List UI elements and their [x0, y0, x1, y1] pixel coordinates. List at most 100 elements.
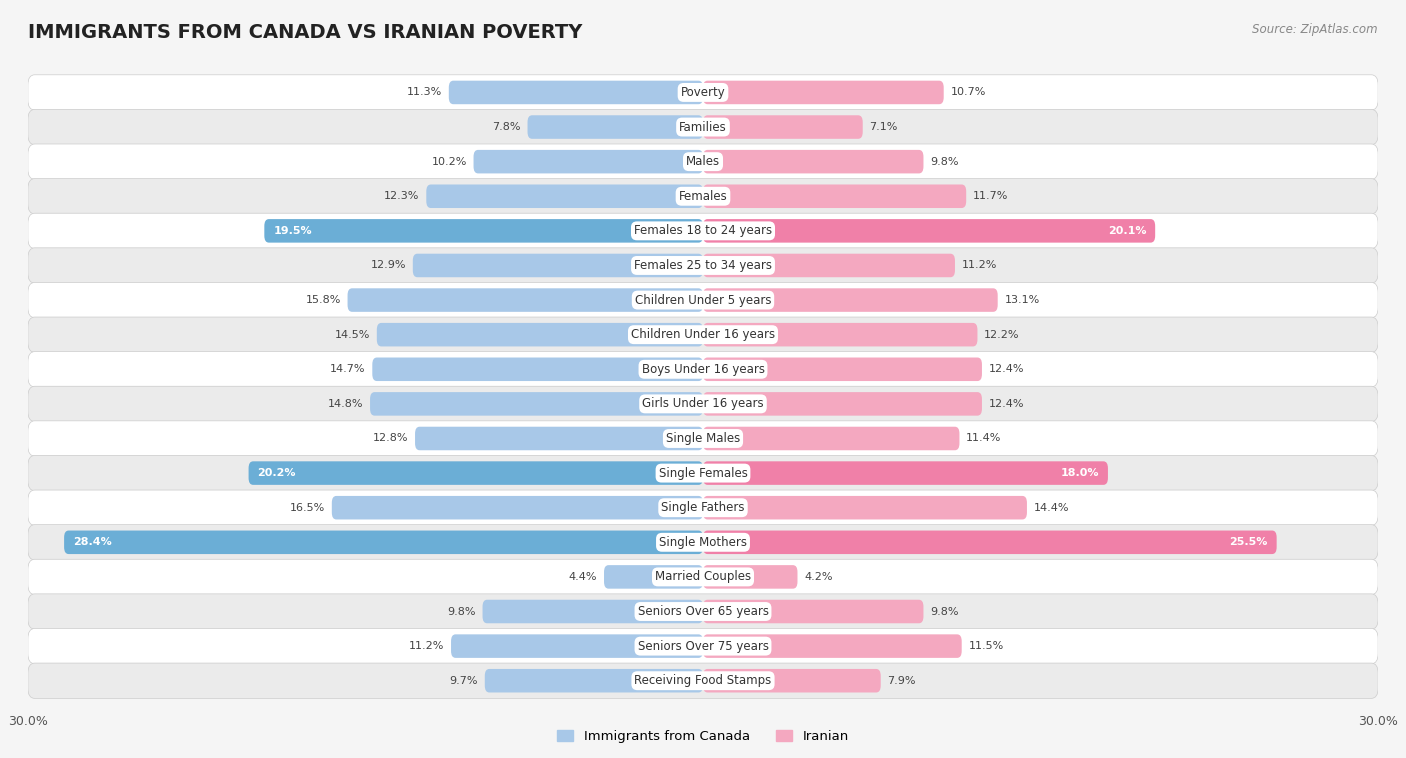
FancyBboxPatch shape: [703, 565, 797, 589]
Text: 9.7%: 9.7%: [450, 675, 478, 686]
Text: 10.7%: 10.7%: [950, 87, 986, 98]
Text: 14.4%: 14.4%: [1033, 503, 1069, 512]
FancyBboxPatch shape: [703, 531, 1277, 554]
FancyBboxPatch shape: [703, 427, 959, 450]
Text: 20.2%: 20.2%: [257, 468, 297, 478]
FancyBboxPatch shape: [28, 525, 1378, 560]
FancyBboxPatch shape: [703, 323, 977, 346]
Text: Boys Under 16 years: Boys Under 16 years: [641, 363, 765, 376]
FancyBboxPatch shape: [451, 634, 703, 658]
Text: 16.5%: 16.5%: [290, 503, 325, 512]
FancyBboxPatch shape: [332, 496, 703, 519]
Text: Females: Females: [679, 190, 727, 202]
Text: 20.1%: 20.1%: [1108, 226, 1146, 236]
Text: Families: Families: [679, 121, 727, 133]
FancyBboxPatch shape: [347, 288, 703, 312]
Text: Single Fathers: Single Fathers: [661, 501, 745, 514]
FancyBboxPatch shape: [485, 669, 703, 693]
FancyBboxPatch shape: [28, 663, 1378, 698]
Text: 12.4%: 12.4%: [988, 399, 1024, 409]
Text: 4.4%: 4.4%: [569, 572, 598, 582]
FancyBboxPatch shape: [426, 184, 703, 208]
FancyBboxPatch shape: [28, 490, 1378, 525]
FancyBboxPatch shape: [703, 219, 1156, 243]
Text: 11.3%: 11.3%: [406, 87, 441, 98]
Text: 11.5%: 11.5%: [969, 641, 1004, 651]
Text: Single Males: Single Males: [666, 432, 740, 445]
FancyBboxPatch shape: [28, 352, 1378, 387]
Text: 12.4%: 12.4%: [988, 365, 1024, 374]
Text: Source: ZipAtlas.com: Source: ZipAtlas.com: [1253, 23, 1378, 36]
FancyBboxPatch shape: [605, 565, 703, 589]
Text: Females 25 to 34 years: Females 25 to 34 years: [634, 259, 772, 272]
Text: 7.9%: 7.9%: [887, 675, 915, 686]
FancyBboxPatch shape: [28, 75, 1378, 110]
Text: Single Mothers: Single Mothers: [659, 536, 747, 549]
Text: Girls Under 16 years: Girls Under 16 years: [643, 397, 763, 410]
FancyBboxPatch shape: [703, 669, 880, 693]
FancyBboxPatch shape: [413, 254, 703, 277]
FancyBboxPatch shape: [415, 427, 703, 450]
Text: 15.8%: 15.8%: [305, 295, 340, 305]
FancyBboxPatch shape: [703, 80, 943, 104]
Text: Children Under 16 years: Children Under 16 years: [631, 328, 775, 341]
FancyBboxPatch shape: [28, 213, 1378, 249]
Text: Poverty: Poverty: [681, 86, 725, 99]
FancyBboxPatch shape: [28, 109, 1378, 145]
Text: Receiving Food Stamps: Receiving Food Stamps: [634, 674, 772, 688]
FancyBboxPatch shape: [703, 184, 966, 208]
FancyBboxPatch shape: [449, 80, 703, 104]
FancyBboxPatch shape: [527, 115, 703, 139]
Text: Males: Males: [686, 155, 720, 168]
Text: 14.8%: 14.8%: [328, 399, 363, 409]
Text: Seniors Over 75 years: Seniors Over 75 years: [637, 640, 769, 653]
FancyBboxPatch shape: [264, 219, 703, 243]
FancyBboxPatch shape: [28, 628, 1378, 664]
Text: 10.2%: 10.2%: [432, 157, 467, 167]
FancyBboxPatch shape: [703, 254, 955, 277]
FancyBboxPatch shape: [377, 323, 703, 346]
Text: Females 18 to 24 years: Females 18 to 24 years: [634, 224, 772, 237]
Text: 14.7%: 14.7%: [330, 365, 366, 374]
FancyBboxPatch shape: [28, 248, 1378, 283]
Text: 11.2%: 11.2%: [962, 261, 997, 271]
Text: 4.2%: 4.2%: [804, 572, 832, 582]
FancyBboxPatch shape: [703, 150, 924, 174]
FancyBboxPatch shape: [28, 144, 1378, 180]
FancyBboxPatch shape: [28, 594, 1378, 629]
FancyBboxPatch shape: [703, 462, 1108, 485]
Text: 13.1%: 13.1%: [1004, 295, 1039, 305]
Text: Single Females: Single Females: [658, 467, 748, 480]
Text: Married Couples: Married Couples: [655, 571, 751, 584]
Text: 12.8%: 12.8%: [373, 434, 408, 443]
Text: 12.9%: 12.9%: [371, 261, 406, 271]
Legend: Immigrants from Canada, Iranian: Immigrants from Canada, Iranian: [557, 730, 849, 743]
FancyBboxPatch shape: [28, 456, 1378, 490]
Text: 12.3%: 12.3%: [384, 191, 419, 202]
FancyBboxPatch shape: [703, 634, 962, 658]
FancyBboxPatch shape: [373, 358, 703, 381]
FancyBboxPatch shape: [703, 496, 1026, 519]
FancyBboxPatch shape: [703, 115, 863, 139]
FancyBboxPatch shape: [474, 150, 703, 174]
FancyBboxPatch shape: [482, 600, 703, 623]
Text: 9.8%: 9.8%: [447, 606, 475, 616]
Text: 12.2%: 12.2%: [984, 330, 1019, 340]
FancyBboxPatch shape: [703, 358, 981, 381]
FancyBboxPatch shape: [28, 283, 1378, 318]
FancyBboxPatch shape: [249, 462, 703, 485]
Text: 28.4%: 28.4%: [73, 537, 112, 547]
Text: 11.2%: 11.2%: [409, 641, 444, 651]
Text: 18.0%: 18.0%: [1060, 468, 1099, 478]
FancyBboxPatch shape: [28, 179, 1378, 214]
FancyBboxPatch shape: [703, 288, 998, 312]
Text: 9.8%: 9.8%: [931, 157, 959, 167]
Text: 9.8%: 9.8%: [931, 606, 959, 616]
FancyBboxPatch shape: [28, 317, 1378, 352]
Text: 11.7%: 11.7%: [973, 191, 1008, 202]
FancyBboxPatch shape: [28, 387, 1378, 421]
Text: 14.5%: 14.5%: [335, 330, 370, 340]
Text: 7.8%: 7.8%: [492, 122, 520, 132]
FancyBboxPatch shape: [370, 392, 703, 415]
FancyBboxPatch shape: [65, 531, 703, 554]
